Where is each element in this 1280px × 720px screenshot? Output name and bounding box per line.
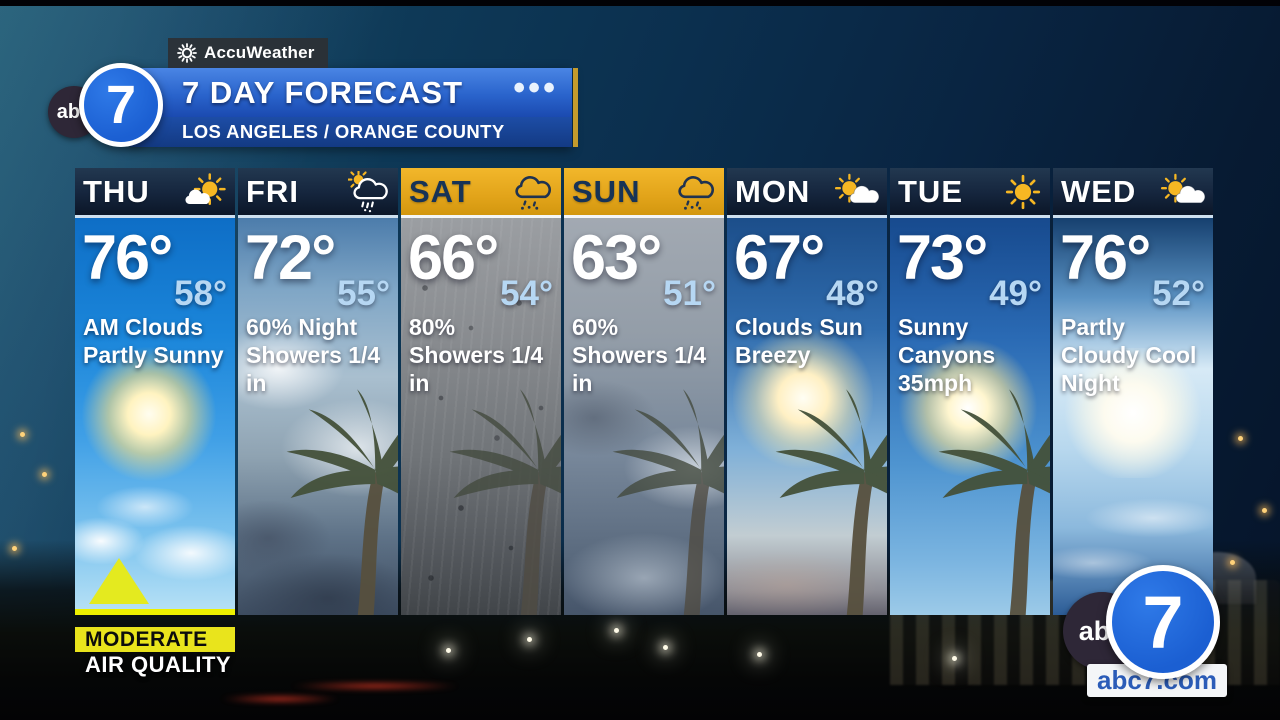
street-light [663, 645, 668, 650]
day-name: MON [735, 173, 811, 209]
day-photo-panel: 67° 48° Clouds Sun Breezy [727, 218, 887, 615]
low-temp: 48° [826, 274, 879, 313]
sunny-icon [1004, 174, 1042, 210]
high-temp: 67° [734, 223, 825, 293]
condition-text: AM Clouds Partly Sunny [83, 314, 224, 368]
showers-drizzle-icon [511, 171, 553, 213]
condition-text: 80% Showers 1/4 in [409, 314, 544, 396]
palm-tree [938, 389, 1050, 615]
car-light-streak [220, 695, 340, 703]
banner-subtitle-bar: LOS ANGELES / ORANGE COUNTY [130, 117, 572, 147]
day-header: SUN [564, 168, 724, 218]
low-temp: 49° [989, 274, 1042, 313]
region-subtitle: LOS ANGELES / ORANGE COUNTY [182, 121, 505, 142]
forecast-day-column: TUE 73° 49° Sunny Canyons 35mph [890, 168, 1050, 615]
day-header: SAT [401, 168, 561, 218]
forecast-day-column: THU 76° 58° AM Clouds Partly Sunny [75, 168, 235, 615]
city-bokeh-light [1230, 560, 1235, 565]
low-temp: 55° [337, 274, 390, 313]
high-temp: 63° [571, 223, 662, 293]
day-name: SUN [572, 173, 641, 209]
low-temp: 51° [663, 274, 716, 313]
low-temp: 58° [174, 274, 227, 313]
condition-text: 60% Showers 1/4 in [572, 314, 707, 396]
condition-text: 60% Night Showers 1/4 in [246, 314, 381, 396]
day-header: MON [727, 168, 887, 218]
air-quality-label: AIR QUALITY [85, 652, 232, 677]
city-bokeh-light [20, 432, 25, 437]
high-temp: 73° [897, 223, 988, 293]
forecast-day-column: WED 76° 52° Partly Cloudy Cool Night [1053, 168, 1213, 615]
day-header: FRI [238, 168, 398, 218]
day-header: TUE [890, 168, 1050, 218]
city-bokeh-light [42, 472, 47, 477]
palm-tree [775, 389, 887, 615]
condition-text: Clouds Sun Breezy [735, 314, 863, 368]
title-banner: 7 DAY FORECAST ••• LOS ANGELES / ORANGE … [130, 68, 578, 147]
day-header: WED [1053, 168, 1213, 218]
day-photo-panel: 66° 54° 80% Showers 1/4 in [401, 218, 561, 615]
day-photo-panel: 76° 58° AM Clouds Partly Sunny [75, 218, 235, 615]
palm-tree [449, 389, 561, 615]
high-temp: 76° [1060, 223, 1151, 293]
channel-7-logo: 7 [79, 63, 163, 147]
day-name: TUE [898, 173, 963, 209]
banner-gold-edge [573, 68, 578, 147]
car-light-streak [290, 682, 460, 690]
high-temp: 72° [245, 223, 336, 293]
street-light [757, 652, 762, 657]
street-light [614, 628, 619, 633]
accuweather-sun-icon [177, 43, 197, 63]
city-bokeh-light [12, 546, 17, 551]
street-light [952, 656, 957, 661]
day-photo-panel: 73° 49° Sunny Canyons 35mph [890, 218, 1050, 615]
banner-top-bar: 7 DAY FORECAST ••• [130, 68, 572, 117]
sun-showers-icon [348, 170, 390, 213]
accuweather-badge: AccuWeather [168, 38, 328, 68]
condition-text: Partly Cloudy Cool Night [1061, 314, 1197, 396]
mostly-sunny-icon [183, 172, 227, 211]
partly-cloudy-icon [1161, 173, 1205, 211]
top-letterbox-strip [0, 0, 1280, 6]
low-temp: 54° [500, 274, 553, 313]
city-bokeh-light [1262, 508, 1267, 513]
day-name: FRI [246, 173, 299, 209]
station-website-badge: abc7.com [1087, 664, 1227, 697]
ellipsis-dots-icon: ••• [513, 68, 558, 107]
city-bokeh-light [1238, 436, 1243, 441]
day-name: WED [1061, 173, 1137, 209]
day-photo-panel: 72° 55° 60% Night Showers 1/4 in [238, 218, 398, 615]
air-quality-triangle-icon [89, 558, 149, 604]
forecast-day-column: FRI 72° 55° 60% Night Showers 1/4 in [238, 168, 398, 615]
high-temp: 66° [408, 223, 499, 293]
street-light [446, 648, 451, 653]
partly-cloudy-icon [835, 173, 879, 211]
low-temp: 52° [1152, 274, 1205, 313]
high-temp: 76° [82, 223, 173, 293]
palm-tree [612, 389, 724, 615]
accuweather-label: AccuWeather [204, 43, 315, 62]
day-header: THU [75, 168, 235, 218]
day-name: THU [83, 173, 150, 209]
street-light [527, 637, 532, 642]
channel-7-numeral: 7 [105, 75, 137, 135]
air-quality-level-badge: MODERATE [75, 627, 235, 652]
channel-7-logo-large: 7 [1106, 565, 1220, 679]
condition-text: Sunny Canyons 35mph [898, 314, 996, 396]
showers-drizzle-icon [674, 171, 716, 213]
page-title: 7 DAY FORECAST [182, 74, 464, 110]
day-photo-panel: 76° 52° Partly Cloudy Cool Night [1053, 218, 1213, 615]
channel-7-numeral: 7 [1142, 580, 1184, 664]
forecast-day-column: SUN 63° 51° 60% Showers 1/4 in [564, 168, 724, 615]
forecast-day-column: SAT 66° 54° 80% Showers 1/4 in [401, 168, 561, 615]
day-name: SAT [409, 173, 472, 209]
forecast-day-column: MON 67° 48° Clouds Sun Breezy [727, 168, 887, 615]
air-quality-underline [75, 609, 235, 615]
palm-tree [286, 389, 398, 615]
forecast-columns: THU 76° 58° AM Clouds Partly Sunny FRI [75, 168, 1213, 615]
day-photo-panel: 63° 51° 60% Showers 1/4 in [564, 218, 724, 615]
